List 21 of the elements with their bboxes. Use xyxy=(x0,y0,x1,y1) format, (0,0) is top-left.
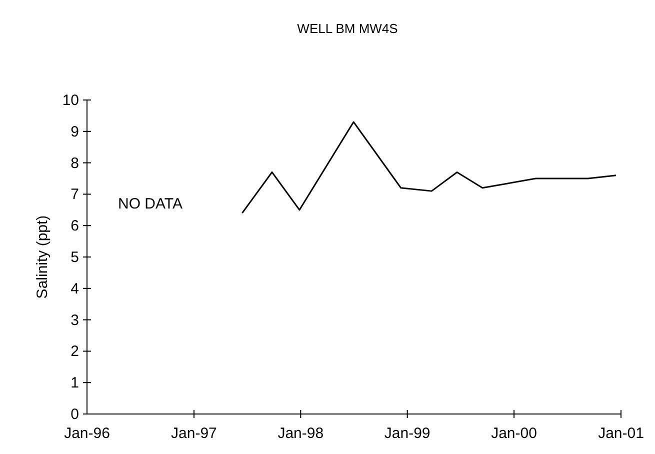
y-tick-label: 6 xyxy=(70,218,79,235)
annotation: NO DATA xyxy=(118,196,182,213)
y-tick-label: 2 xyxy=(70,343,79,360)
chart-title: WELL BM MW4S xyxy=(297,21,398,36)
y-tick-label: 5 xyxy=(70,249,79,266)
x-tick-label: Jan-97 xyxy=(171,425,217,442)
y-tick-label: 9 xyxy=(70,123,79,140)
y-tick-label: 10 xyxy=(62,92,79,109)
x-tick-label: Jan-01 xyxy=(598,425,644,442)
y-tick-label: 8 xyxy=(70,154,79,172)
x-tick-label: Jan-98 xyxy=(278,425,324,442)
x-tick-label: Jan-00 xyxy=(491,425,537,442)
y-tick-label: 1 xyxy=(70,374,79,392)
y-tick-label: 0 xyxy=(70,406,79,423)
x-tick-label: Jan-99 xyxy=(384,425,430,442)
x-tick-label: Jan-96 xyxy=(64,425,110,442)
y-axis-title: Salinity (ppt) xyxy=(34,215,51,299)
y-tick-label: 7 xyxy=(70,186,79,204)
line-series xyxy=(241,121,617,214)
y-tick-label: 3 xyxy=(70,312,79,329)
y-tick-label: 4 xyxy=(70,280,79,298)
